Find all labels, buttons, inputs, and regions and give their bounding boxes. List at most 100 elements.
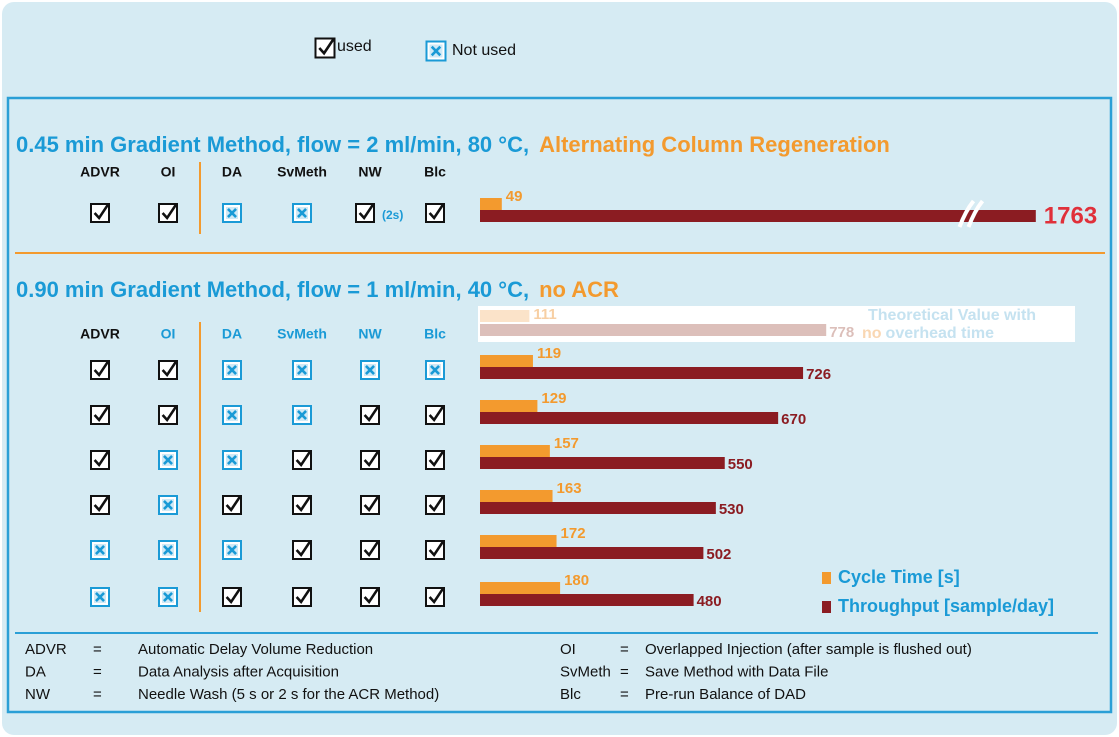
unchecked-box (425, 40, 447, 62)
check (295, 587, 312, 605)
definition-sep: = (93, 663, 102, 680)
content-frame (6, 96, 1113, 714)
cycle-time-label: 119 (537, 345, 561, 362)
legend-swatch (822, 601, 831, 613)
cross (430, 45, 442, 57)
check (161, 405, 178, 423)
cross (297, 365, 307, 375)
definition-abbr: ADVR (25, 641, 67, 658)
cycle-time-label: 163 (557, 480, 582, 497)
unchecked-box (90, 587, 110, 607)
definition-text: Automatic Delay Volume Reduction (138, 641, 373, 658)
cycle-time-label: 180 (564, 572, 589, 589)
cycle-time-label: 129 (541, 390, 566, 407)
legend-label: Throughput [sample/day] (838, 596, 1054, 616)
definition-sep: = (93, 686, 102, 703)
cycle-time-bar (480, 535, 557, 547)
theoretical-throughput-label: 778 (829, 324, 854, 341)
cycle-time-label: 157 (554, 435, 579, 452)
check (161, 360, 178, 378)
cross (297, 208, 307, 218)
section-title: 0.90 min Gradient Method, flow = 1 ml/mi… (16, 277, 619, 302)
check (363, 587, 380, 605)
checked-box (355, 203, 375, 223)
title-highlight: no ACR (539, 277, 619, 302)
checked-box (360, 405, 380, 425)
checked-box (90, 360, 110, 380)
checked-box (158, 405, 178, 425)
column-header: DA (222, 326, 242, 342)
throughput-bar (480, 412, 779, 424)
cycle-time-bar (480, 582, 561, 594)
cross (163, 500, 173, 510)
checked-box (292, 587, 312, 607)
cross (227, 410, 237, 420)
column-header: NW (358, 164, 382, 180)
unchecked-box (158, 450, 178, 470)
cross (227, 455, 237, 465)
column-header: NW (358, 326, 382, 342)
check (428, 203, 445, 221)
theoretical-throughput-bar (480, 324, 827, 336)
unchecked-box (222, 540, 242, 560)
throughput-bar (480, 210, 1036, 222)
checked-box (292, 495, 312, 515)
cycle-time-bar (480, 490, 553, 502)
definition-text: Data Analysis after Acquisition (138, 663, 339, 680)
checked-box (425, 405, 445, 425)
check (93, 450, 110, 468)
checked-box (425, 203, 445, 223)
checked-box (90, 405, 110, 425)
column-header: Blc (424, 164, 446, 180)
cross (227, 365, 237, 375)
check (428, 540, 445, 558)
definition-sep: = (620, 641, 629, 658)
checked-box (314, 37, 336, 59)
check (363, 450, 380, 468)
throughput-bar (480, 502, 716, 514)
throughput-bar (480, 457, 725, 469)
check (363, 405, 380, 423)
column-header: OI (161, 326, 176, 342)
title-main: 0.45 min Gradient Method, flow = 2 ml/mi… (16, 132, 529, 157)
theoretical-note: Theoretical Value with (868, 307, 1036, 324)
definition-abbr: OI (560, 641, 576, 658)
check (161, 203, 178, 221)
checked-box (158, 360, 178, 380)
unchecked-box (425, 360, 445, 380)
throughput-label: 530 (719, 501, 744, 518)
definition-sep: = (93, 641, 102, 658)
title-main: 0.90 min Gradient Method, flow = 1 ml/mi… (16, 277, 529, 302)
checked-box (158, 203, 178, 223)
unchecked-box (292, 405, 312, 425)
cross (163, 545, 173, 555)
unchecked-box (158, 540, 178, 560)
cross (227, 545, 237, 555)
check (428, 450, 445, 468)
unchecked-box (158, 495, 178, 515)
check (93, 495, 110, 513)
unchecked-box (222, 405, 242, 425)
checked-box (90, 495, 110, 515)
cross (227, 208, 237, 218)
checked-box (90, 203, 110, 223)
checked-box (292, 450, 312, 470)
check (93, 360, 110, 378)
section-title: 0.45 min Gradient Method, flow = 2 ml/mi… (16, 132, 890, 157)
definition-text: Pre-run Balance of DAD (645, 686, 806, 703)
column-header: DA (222, 164, 242, 180)
cross (95, 592, 105, 602)
unchecked-box (222, 360, 242, 380)
check (318, 38, 335, 56)
check (225, 587, 242, 605)
cross (95, 545, 105, 555)
theoretical-cycle-bar (480, 310, 530, 322)
cycle-time-bar (480, 355, 533, 367)
check (295, 450, 312, 468)
cross (163, 455, 173, 465)
throughput-label: 480 (697, 593, 722, 610)
theoretical-note-no: no (862, 325, 882, 342)
definition-sep: = (620, 686, 629, 703)
